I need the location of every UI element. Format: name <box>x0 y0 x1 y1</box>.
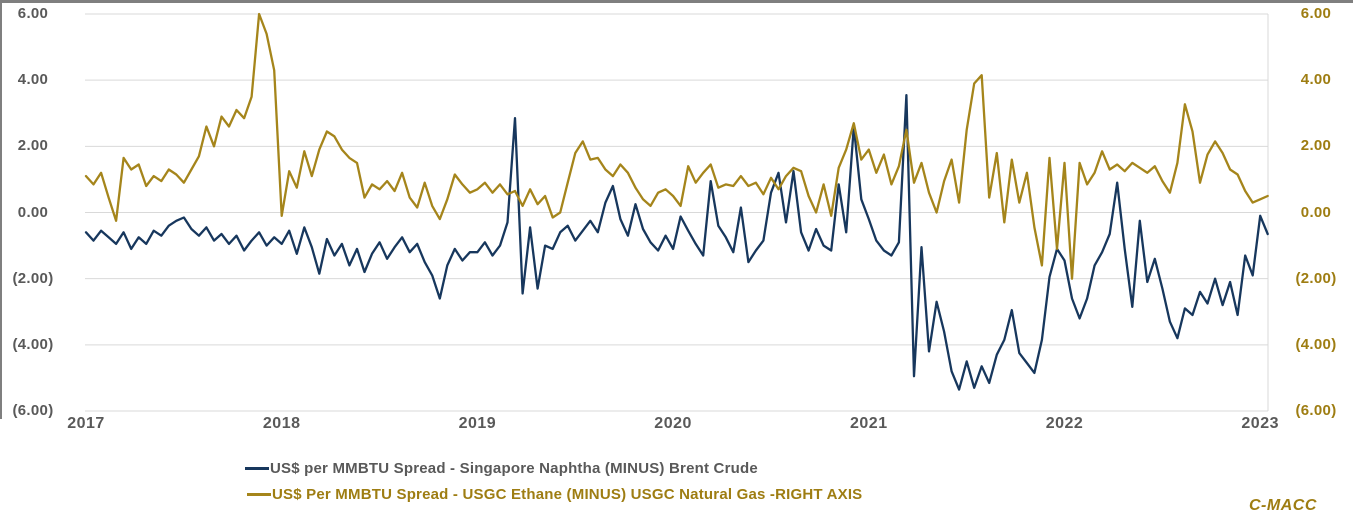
navy-line-swatch-icon <box>245 466 269 470</box>
right-axis-tick-label: (6.00) <box>1295 401 1337 419</box>
x-axis-tick-label: 2020 <box>654 415 692 432</box>
top-border-line <box>0 0 1353 3</box>
left-axis-tick-label: (6.00) <box>12 401 54 419</box>
cmacc-logo: C-MACC <box>1249 497 1317 514</box>
gold-line-swatch-icon <box>247 492 271 496</box>
x-axis-tick-label: 2018 <box>262 415 301 432</box>
right-axis-tick-label: (2.00) <box>1295 269 1337 287</box>
x-axis-tick-label: 2019 <box>458 415 497 432</box>
right-axis-tick-label: 0.00 <box>1300 203 1332 221</box>
x-axis-tick-label: 2022 <box>1045 415 1084 432</box>
left-border-line <box>0 0 2 419</box>
left-axis-tick-label: (4.00) <box>12 335 54 353</box>
right-axis-tick-label: 4.00 <box>1300 71 1332 89</box>
left-axis-tick-label: 0.00 <box>17 203 49 221</box>
legend-item-naphtha-brent: US$ per MMBTU Spread - Singapore Naphtha… <box>245 459 758 478</box>
right-axis-tick-label: 6.00 <box>1300 5 1332 23</box>
series-lines <box>84 12 1269 391</box>
left-axis-tick-label: 6.00 <box>17 5 49 23</box>
x-axis-tick-label: 2023 <box>1241 415 1279 432</box>
legend-label: US$ Per MMBTU Spread - USGC Ethane (MINU… <box>272 486 863 503</box>
legend-label: US$ per MMBTU Spread - Singapore Naphtha… <box>270 460 758 477</box>
legend-item-ethane-natgas: US$ Per MMBTU Spread - USGC Ethane (MINU… <box>247 485 862 504</box>
left-axis-tick-label: (2.00) <box>12 269 54 287</box>
x-axis-tick-label: 2017 <box>67 415 105 432</box>
gridlines <box>85 13 1269 412</box>
series-line-1 <box>84 12 1269 280</box>
series-line-0 <box>84 93 1269 391</box>
x-axis-tick-label: 2021 <box>850 415 888 432</box>
right-axis-tick-label: 2.00 <box>1300 137 1332 155</box>
left-axis-tick-label: 2.00 <box>17 137 49 155</box>
right-axis-tick-label: (4.00) <box>1295 335 1337 353</box>
left-axis-tick-label: 4.00 <box>17 71 49 89</box>
